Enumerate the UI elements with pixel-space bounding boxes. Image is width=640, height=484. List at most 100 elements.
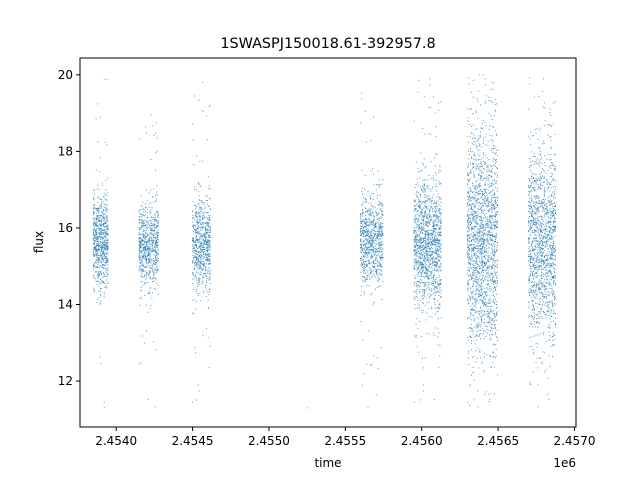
data-point <box>431 290 433 292</box>
data-point <box>367 238 369 240</box>
data-point <box>430 161 432 163</box>
data-point <box>428 245 430 247</box>
data-point <box>363 251 364 253</box>
data-point <box>155 289 157 291</box>
data-point <box>366 224 368 226</box>
data-point <box>425 266 427 268</box>
data-point <box>430 258 432 260</box>
data-point <box>418 230 420 232</box>
data-point <box>493 300 495 302</box>
data-point <box>197 251 199 252</box>
data-point <box>468 284 470 286</box>
data-point <box>195 245 197 247</box>
data-point <box>208 197 210 199</box>
data-point <box>494 312 496 314</box>
data-point <box>198 240 200 242</box>
data-point <box>428 233 430 235</box>
data-point <box>362 249 364 251</box>
data-point <box>474 212 476 214</box>
data-point <box>373 226 375 228</box>
data-point <box>104 239 106 241</box>
data-point <box>103 229 105 231</box>
data-point <box>370 196 372 198</box>
data-point <box>371 244 373 246</box>
data-point <box>100 228 101 230</box>
data-point <box>440 228 442 230</box>
data-point <box>93 206 95 208</box>
data-point <box>422 188 424 190</box>
data-point <box>475 219 477 221</box>
data-point <box>363 270 365 272</box>
data-point <box>415 239 417 241</box>
data-point <box>147 258 149 260</box>
data-point <box>371 221 373 223</box>
data-point <box>488 261 490 263</box>
data-point <box>365 201 366 203</box>
data-point <box>438 235 440 237</box>
data-point <box>373 261 375 263</box>
data-point <box>207 222 209 223</box>
data-point <box>200 228 202 230</box>
data-point <box>364 235 366 236</box>
data-point <box>439 240 441 242</box>
data-point <box>476 165 478 167</box>
data-point <box>424 269 426 270</box>
data-point <box>196 259 197 261</box>
data-point <box>423 256 425 258</box>
data-point <box>424 283 426 285</box>
data-point <box>154 245 156 247</box>
data-point <box>363 373 365 375</box>
data-point <box>425 233 427 235</box>
data-point <box>486 221 488 222</box>
data-point <box>96 208 98 210</box>
data-point <box>138 249 140 251</box>
data-point <box>488 313 490 315</box>
data-point <box>377 248 379 250</box>
data-point <box>496 271 498 273</box>
data-point <box>476 273 478 275</box>
data-point <box>415 222 417 224</box>
data-point <box>374 226 376 228</box>
data-point <box>425 230 427 232</box>
data-point <box>361 228 363 230</box>
data-point <box>424 275 426 277</box>
data-point <box>96 245 98 247</box>
data-point <box>138 253 140 255</box>
data-point <box>157 239 159 241</box>
data-point <box>378 279 380 281</box>
data-point <box>196 263 197 264</box>
data-point <box>375 225 376 227</box>
data-point <box>93 212 95 214</box>
data-point <box>429 242 431 244</box>
data-point <box>493 298 495 300</box>
data-point <box>138 238 140 240</box>
data-point <box>378 234 380 236</box>
data-point <box>376 260 378 262</box>
data-point <box>421 203 423 205</box>
data-point <box>418 285 420 287</box>
data-point <box>105 208 107 210</box>
data-point <box>93 244 95 245</box>
data-point <box>431 201 433 203</box>
data-point <box>474 280 476 282</box>
data-point <box>435 223 437 225</box>
data-point <box>434 269 435 271</box>
data-point <box>206 246 208 248</box>
data-point <box>423 164 424 166</box>
data-point <box>418 225 420 227</box>
data-point <box>488 315 490 317</box>
data-point <box>468 222 470 224</box>
data-point <box>382 211 384 212</box>
data-point <box>99 259 101 261</box>
data-point <box>142 270 144 272</box>
data-point <box>413 233 415 235</box>
data-point <box>193 231 195 233</box>
data-point <box>479 313 481 315</box>
data-point <box>106 219 108 221</box>
data-point <box>141 261 143 263</box>
data-point <box>437 221 439 223</box>
data-point <box>193 225 194 227</box>
data-point <box>413 249 415 251</box>
data-point <box>152 125 154 127</box>
data-point <box>432 260 433 262</box>
